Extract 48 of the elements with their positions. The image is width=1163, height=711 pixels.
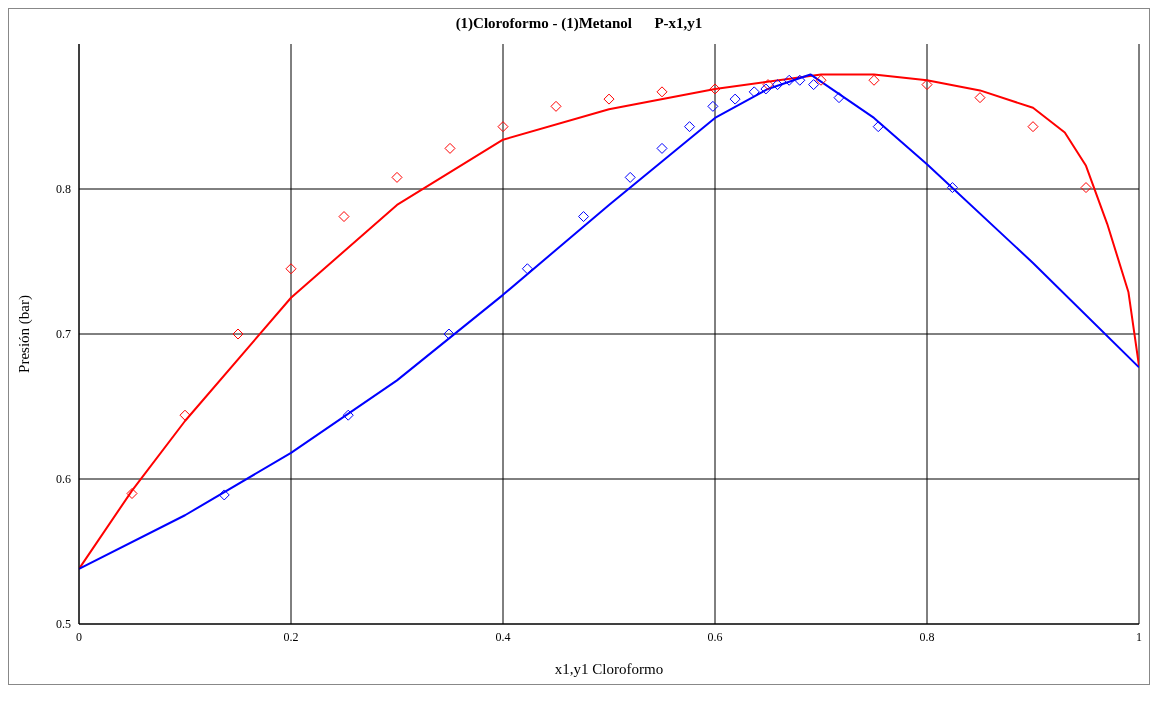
point	[684, 121, 696, 133]
x-tick-label: 0.2	[283, 629, 299, 644]
x-tick-label: 0.8	[919, 629, 935, 644]
x-tick-label: 1	[1136, 629, 1142, 644]
chart-title: (1)Cloroformo - (1)Metanol P-x1,y1	[454, 14, 704, 33]
point	[603, 93, 615, 105]
point	[772, 79, 784, 91]
point	[338, 211, 350, 223]
point	[921, 79, 933, 91]
point	[783, 74, 795, 86]
point	[497, 121, 509, 133]
point	[868, 74, 880, 86]
x-tick-label: 0.6	[707, 629, 723, 644]
point	[1080, 182, 1092, 194]
point	[550, 100, 562, 112]
y-tick-label: 0.8	[56, 182, 71, 197]
point	[1027, 121, 1039, 133]
point	[342, 409, 354, 421]
point	[126, 488, 138, 499]
point	[285, 263, 297, 275]
y-tick-label: 0.6	[56, 472, 71, 487]
x-tick-label: 0.4	[495, 629, 511, 644]
point	[794, 74, 806, 86]
point	[729, 93, 741, 105]
point	[707, 100, 719, 112]
point	[578, 211, 590, 223]
point	[709, 83, 721, 95]
point	[444, 142, 456, 154]
point	[946, 182, 958, 194]
point	[808, 79, 820, 91]
point	[974, 92, 986, 104]
line-series	[79, 73, 1139, 570]
point	[872, 121, 884, 133]
point	[391, 171, 403, 183]
point	[833, 92, 845, 104]
y-axis-title: Presión (bar)	[16, 295, 34, 373]
x-axis-title: x1,y1 Cloroformo	[554, 661, 664, 677]
y-tick-label: 0.7	[56, 327, 71, 342]
x-tick-label: 0	[76, 629, 82, 644]
point	[656, 86, 668, 98]
point	[815, 74, 827, 86]
point	[179, 409, 191, 421]
point	[521, 263, 533, 275]
point	[656, 142, 668, 154]
point	[624, 171, 636, 183]
point	[760, 83, 772, 95]
point	[762, 79, 774, 91]
y-tick-label: 0.5	[56, 617, 71, 632]
